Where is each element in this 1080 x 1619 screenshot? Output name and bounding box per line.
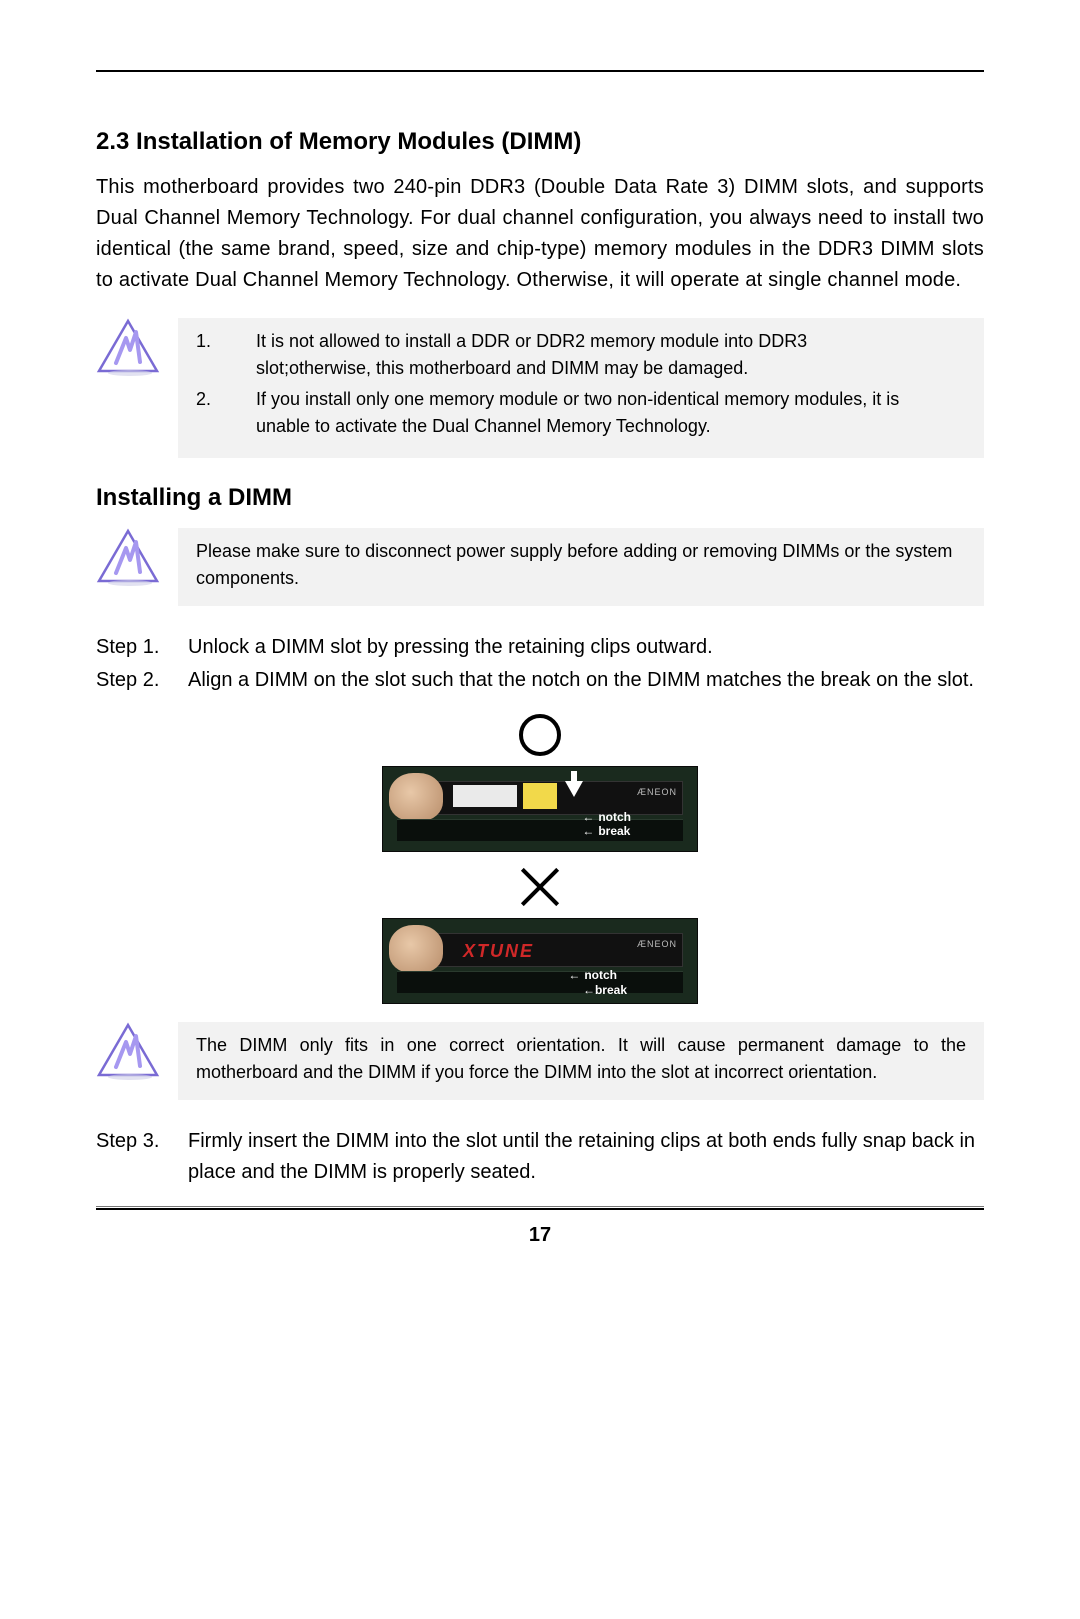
step-text: Align a DIMM on the slot such that the n… bbox=[188, 665, 984, 696]
note-block-3: The DIMM only fits in one correct orient… bbox=[96, 1022, 984, 1100]
xtune-logo: XTUNE bbox=[463, 941, 534, 962]
note1-item: 1. It is not allowed to install a DDR or… bbox=[196, 328, 966, 382]
note-body-3: The DIMM only fits in one correct orient… bbox=[178, 1022, 984, 1100]
bottom-rule bbox=[96, 1206, 984, 1210]
sub-heading: Installing a DIMM bbox=[96, 484, 984, 512]
top-rule bbox=[96, 70, 984, 72]
correct-mark-icon bbox=[519, 714, 561, 756]
step-row: Step 3. Firmly insert the DIMM into the … bbox=[96, 1126, 984, 1188]
annot-notch-break: ←notch ←break bbox=[582, 811, 631, 839]
step-text: Firmly insert the DIMM into the slot unt… bbox=[188, 1126, 984, 1188]
warning-icon bbox=[96, 318, 160, 376]
annot-break: ←break bbox=[583, 983, 627, 997]
note-body-2: Please make sure to disconnect power sup… bbox=[178, 528, 984, 606]
step-label: Step 1. bbox=[96, 632, 174, 663]
note-block-1: 1. It is not allowed to install a DDR or… bbox=[96, 318, 984, 458]
step-text: Unlock a DIMM slot by pressing the retai… bbox=[188, 632, 984, 663]
dimm-orientation-diagram: ÆNEON ←notch ←break XTUNE ÆNEON ←notch ←… bbox=[96, 714, 984, 1004]
annot-notch: ←notch bbox=[568, 969, 617, 983]
wrong-mark-icon bbox=[519, 866, 561, 908]
intro-paragraph: This motherboard provides two 240-pin DD… bbox=[96, 172, 984, 296]
note1-text: If you install only one memory module or… bbox=[256, 386, 966, 440]
steps-group-b: Step 3. Firmly insert the DIMM into the … bbox=[96, 1126, 984, 1188]
step-label: Step 2. bbox=[96, 665, 174, 696]
page-number: 17 bbox=[96, 1224, 984, 1247]
warning-icon bbox=[96, 528, 160, 586]
brand-label: ÆNEON bbox=[637, 939, 677, 949]
note1-item: 2. If you install only one memory module… bbox=[196, 386, 966, 440]
note1-num: 2. bbox=[196, 386, 216, 440]
photo-correct-orientation: ÆNEON ←notch ←break bbox=[382, 766, 698, 852]
warning-icon bbox=[96, 1022, 160, 1080]
step-row: Step 2. Align a DIMM on the slot such th… bbox=[96, 665, 984, 696]
steps-group-a: Step 1. Unlock a DIMM slot by pressing t… bbox=[96, 632, 984, 696]
brand-label: ÆNEON bbox=[637, 787, 677, 797]
note-body-1: 1. It is not allowed to install a DDR or… bbox=[178, 318, 984, 458]
note1-num: 1. bbox=[196, 328, 216, 382]
step-row: Step 1. Unlock a DIMM slot by pressing t… bbox=[96, 632, 984, 663]
note1-text: It is not allowed to install a DDR or DD… bbox=[256, 328, 966, 382]
step-label: Step 3. bbox=[96, 1126, 174, 1188]
photo-wrong-orientation: XTUNE ÆNEON ←notch ←break bbox=[382, 918, 698, 1004]
note-block-2: Please make sure to disconnect power sup… bbox=[96, 528, 984, 606]
section-heading: 2.3 Installation of Memory Modules (DIMM… bbox=[96, 128, 984, 156]
